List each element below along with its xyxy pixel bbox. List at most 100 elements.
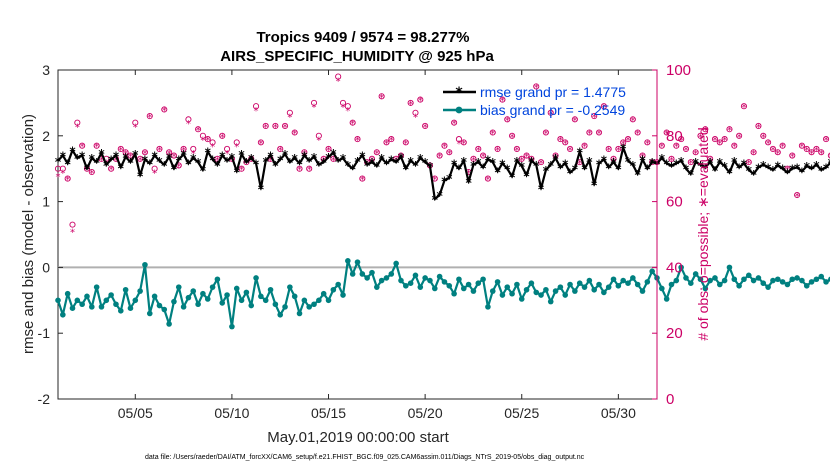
- obs-possible-marker: [557, 136, 564, 143]
- rmse-point: *: [238, 148, 245, 162]
- bias-point: [770, 277, 776, 284]
- bias-point: [229, 323, 235, 330]
- rmse-point: *: [765, 161, 772, 175]
- bias-point: [605, 284, 612, 290]
- obs-possible-marker: [354, 136, 361, 143]
- obs-possible-marker: [658, 142, 665, 149]
- x-tick-label: 05/15: [311, 405, 346, 421]
- rmse-point: *: [620, 142, 627, 156]
- rmse-point: *: [311, 151, 318, 165]
- obs-evaluated-marker: *: [84, 165, 89, 176]
- obs-possible-marker: [296, 165, 303, 172]
- bias-point: [253, 275, 259, 281]
- obs-evaluated-marker: *: [481, 152, 486, 163]
- bias-point: [576, 280, 583, 286]
- obs-possible-marker: [499, 96, 506, 103]
- obs-evaluated-marker: *: [200, 136, 205, 147]
- bias-point: [171, 298, 177, 305]
- obs-possible-marker: [542, 129, 549, 136]
- obs-possible-marker: [233, 139, 240, 146]
- plot-area: [57, 69, 658, 400]
- obs-possible-marker: [518, 155, 525, 162]
- obs-evaluated-marker: *: [152, 168, 157, 179]
- obs-evaluated-marker: *: [669, 155, 674, 166]
- bias-point: [470, 288, 477, 294]
- bias-point: [306, 304, 312, 310]
- obs-possible-marker: [349, 119, 356, 126]
- obs-evaluated-marker: *: [514, 145, 519, 156]
- obs-evaluated-marker: *: [572, 116, 577, 127]
- obs-evaluated-marker: *: [234, 142, 239, 153]
- obs-possible-marker: [484, 175, 491, 182]
- obs-evaluated-marker: *: [476, 145, 481, 156]
- y-tick-label: -1: [38, 325, 51, 341]
- obs-evaluated-marker: *: [215, 155, 220, 166]
- obs-evaluated-marker: *: [558, 136, 563, 147]
- bias-point: [412, 272, 419, 279]
- obs-evaluated-marker: *: [679, 136, 684, 147]
- obs-evaluated-marker: *: [452, 119, 457, 130]
- rmse-point: *: [272, 159, 279, 173]
- obs-possible-marker: [339, 99, 347, 106]
- obs-evaluated-marker: *: [693, 149, 698, 160]
- rmse-point: *: [364, 159, 371, 173]
- bias-point: [813, 276, 820, 283]
- bias-point: [460, 285, 467, 292]
- rmse-point: *: [659, 152, 666, 166]
- bias-point: [233, 285, 240, 292]
- obs-possible-marker: [417, 96, 424, 103]
- bias-point: [200, 290, 206, 297]
- bias-point: [383, 275, 390, 281]
- obs-evaluated-marker: *: [258, 139, 263, 150]
- obs-possible-marker: [538, 159, 545, 166]
- bias-point: [224, 292, 230, 298]
- obs-possible-marker: [402, 139, 409, 146]
- bias-point: [55, 297, 61, 304]
- bias-point: [151, 293, 158, 300]
- rmse-point: *: [750, 168, 757, 182]
- rmse-point: *: [702, 161, 709, 175]
- obs-evaluated-marker: *: [727, 126, 732, 137]
- rmse-point: *: [693, 156, 700, 170]
- obs-possible-marker: [272, 122, 279, 129]
- rmse-point: *: [601, 153, 608, 167]
- obs-possible-marker: [253, 103, 260, 110]
- rmse-point: *: [770, 164, 777, 178]
- bias-point: [311, 301, 317, 308]
- rmse-point: *: [591, 178, 598, 192]
- obs-possible-marker: [513, 145, 520, 153]
- obs-evaluated-marker: *: [461, 139, 466, 150]
- bias-point: [291, 293, 298, 300]
- obs-evaluated-marker: *: [118, 145, 123, 156]
- obs-evaluated-marker: *: [804, 145, 809, 156]
- rmse-point: *: [306, 155, 313, 169]
- rmse-point: *: [103, 159, 110, 173]
- y-tick-label: 1: [42, 194, 50, 210]
- rmse-point: *: [137, 169, 144, 183]
- obs-evaluated-marker: *: [616, 145, 621, 156]
- obs-possible-marker: [736, 132, 743, 139]
- bias-point: [340, 292, 346, 298]
- bias-point: [823, 279, 829, 285]
- x-tick-label: 05/30: [601, 405, 636, 421]
- bias-point: [64, 290, 71, 297]
- obs-possible-marker: [359, 175, 366, 182]
- rmse-point: *: [794, 161, 801, 175]
- rmse-point: *: [779, 163, 786, 177]
- bias-point: [741, 276, 747, 283]
- rmse-point: *: [630, 159, 637, 173]
- rmse-point: *: [296, 157, 303, 171]
- bias-point: [325, 297, 332, 304]
- y-tick-label: 3: [42, 62, 50, 78]
- obs-possible-marker: [248, 155, 255, 162]
- rmse-point: *: [292, 152, 299, 166]
- rmse-point: *: [253, 157, 260, 171]
- bias-point: [335, 281, 341, 288]
- bias-point: [161, 306, 168, 313]
- obs-possible-marker: [634, 129, 641, 136]
- rmse-point: *: [412, 159, 419, 173]
- obs-possible-marker: [721, 136, 728, 143]
- obs-possible-marker: [745, 159, 752, 166]
- rmse-point: *: [441, 175, 448, 189]
